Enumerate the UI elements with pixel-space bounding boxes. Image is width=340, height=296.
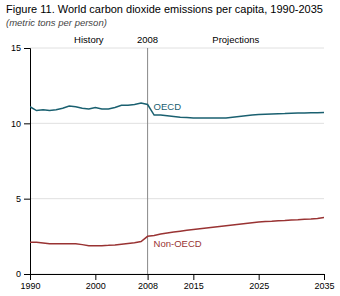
y-tick-label: 0: [16, 269, 21, 279]
x-tick: 2035: [314, 274, 334, 291]
series-label: OECD: [154, 101, 182, 112]
grid-line: [30, 123, 324, 124]
divider: [147, 48, 148, 274]
x-tick: 2008: [138, 274, 158, 291]
y-tick-label: 5: [16, 194, 21, 204]
y-tick-label: 10: [11, 119, 21, 129]
x-axis-line: [31, 275, 325, 281]
y-tick-mark: [24, 123, 30, 124]
annotation: Projections: [212, 34, 259, 45]
annotations: History 2008 Projections OECD Non-OECD: [74, 34, 260, 249]
subtitle: (metric tons per person): [6, 17, 107, 28]
y-tick-label: 15: [11, 43, 21, 53]
grid: [30, 48, 324, 274]
x-axis: 1990 2000 2008 2015 2025 2035: [20, 274, 334, 291]
x-tick-label: 1990: [20, 281, 40, 291]
y-tick-mark: [24, 274, 30, 275]
x-tick-label: 2000: [86, 281, 106, 291]
annotation: 2008: [137, 34, 158, 45]
x-tick-mark: [324, 274, 325, 280]
y-axis-line: [24, 49, 31, 275]
y-axis: 0 5 10 15: [11, 43, 31, 279]
series-label: Non-OECD: [154, 238, 202, 249]
grid-line: [30, 48, 324, 49]
x-tick-label: 2025: [249, 281, 269, 291]
y-tick: 10: [11, 119, 30, 129]
y-tick: 5: [16, 194, 30, 204]
y-tick: 0: [16, 269, 30, 279]
x-tick-mark: [95, 274, 96, 280]
y-tick: 15: [11, 43, 30, 53]
chart: Figure 11. World carbon dioxide emission…: [0, 0, 340, 296]
x-tick-mark: [148, 274, 149, 280]
x-tick-mark: [259, 274, 260, 280]
x-tick-label: 2015: [184, 281, 204, 291]
marks: [30, 48, 324, 274]
x-tick-mark: [193, 274, 194, 280]
x-tick: 2000: [86, 274, 106, 291]
grid-line: [30, 198, 324, 199]
x-tick-label: 2035: [314, 281, 334, 291]
annotation: History: [74, 34, 104, 45]
x-tick: 1990: [20, 274, 40, 291]
x-tick: 2015: [184, 274, 204, 291]
y-tick-mark: [24, 48, 30, 49]
y-tick-mark: [24, 199, 30, 200]
plot: 1990 2000 2008 2015 2025 2035 0 5 10 15 History 200…: [11, 34, 335, 291]
x-tick-label: 2008: [138, 281, 158, 291]
x-tick: 2025: [249, 274, 269, 291]
title: Figure 11. World carbon dioxide emission…: [6, 3, 323, 15]
